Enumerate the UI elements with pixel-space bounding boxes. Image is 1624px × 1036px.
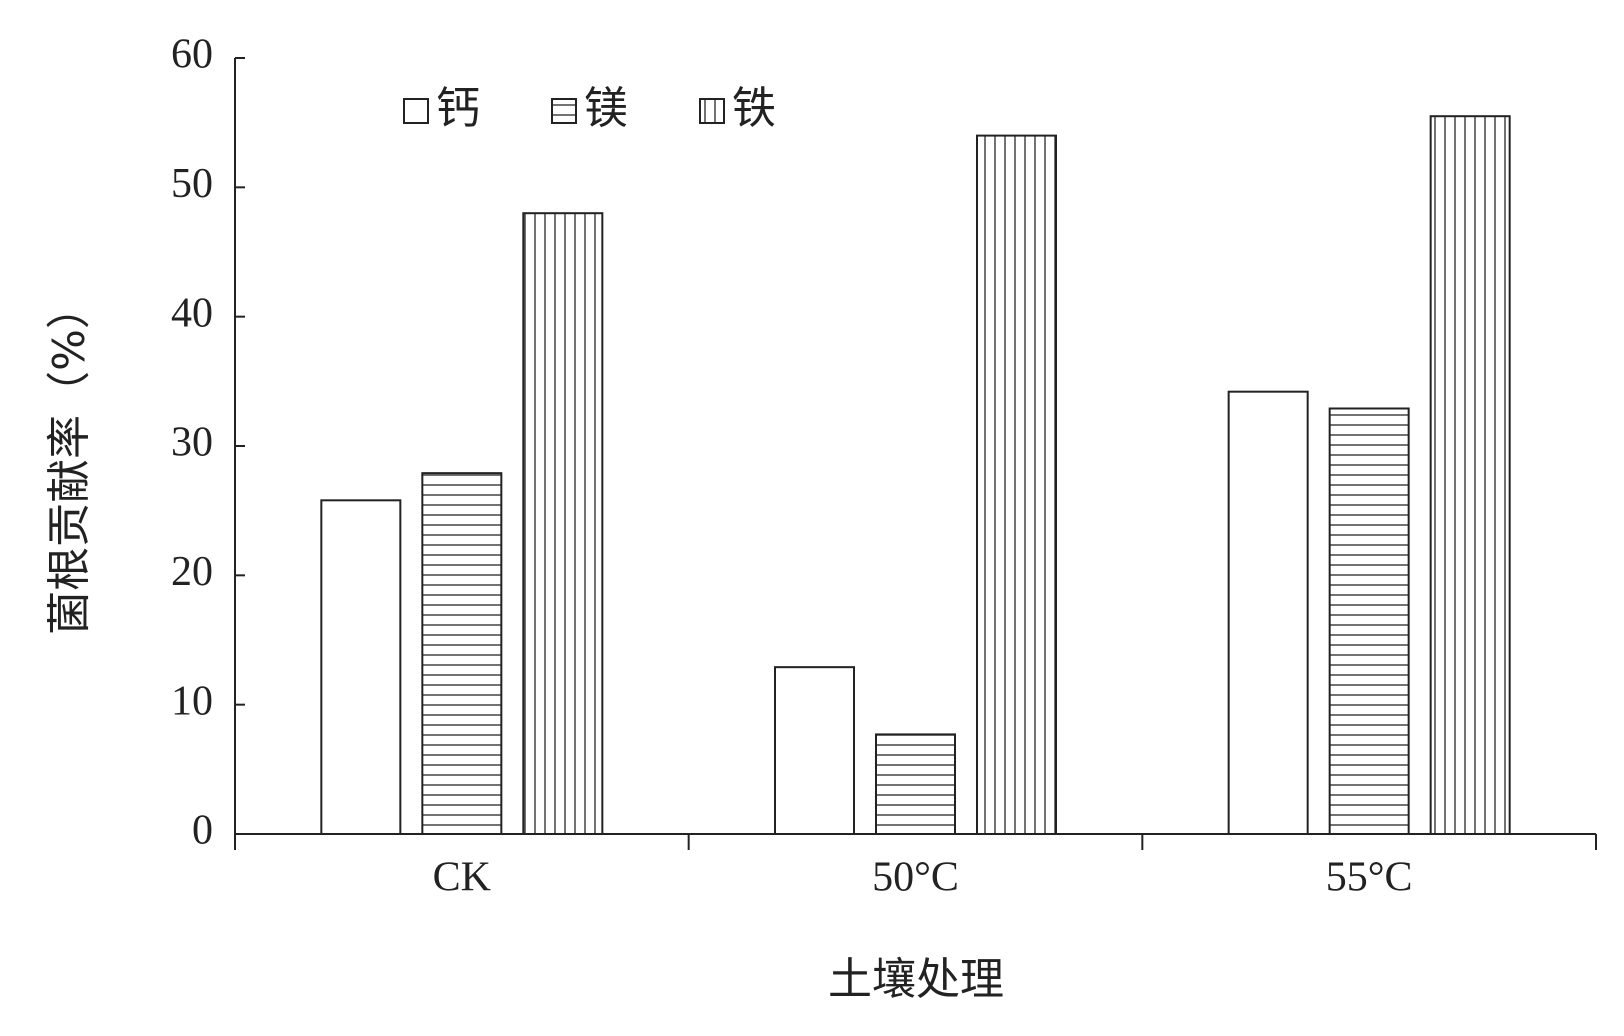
legend-swatch <box>403 98 429 124</box>
bar <box>774 666 855 835</box>
y-axis-label: 菌根贡献率（%） <box>44 285 95 635</box>
bar <box>1227 390 1309 835</box>
y-tick-label: 20 <box>171 549 213 595</box>
y-tick-label: 30 <box>171 420 213 466</box>
y-tick-label: 10 <box>171 678 213 724</box>
bar <box>976 134 1057 836</box>
x-tick-label: CK <box>433 855 491 901</box>
bar <box>1429 115 1511 835</box>
legend-swatch <box>699 98 725 124</box>
legend-swatch <box>551 98 577 124</box>
y-tick-label: 40 <box>171 290 213 336</box>
legend-label: 镁 <box>584 83 628 134</box>
x-tick-label: 50°C <box>872 855 959 901</box>
bar <box>875 733 956 835</box>
bar <box>320 499 402 835</box>
y-tick-label: 60 <box>171 32 213 78</box>
y-tick-label: 50 <box>171 161 213 207</box>
bar <box>421 472 503 835</box>
x-tick-label: 55°C <box>1326 855 1413 901</box>
x-axis-label: 土壤处理 <box>828 954 1004 1005</box>
legend-label: 钙 <box>436 83 480 134</box>
bar <box>522 212 604 835</box>
bar <box>1328 407 1410 835</box>
y-tick-label: 0 <box>192 808 213 854</box>
legend-label: 铁 <box>732 83 776 134</box>
